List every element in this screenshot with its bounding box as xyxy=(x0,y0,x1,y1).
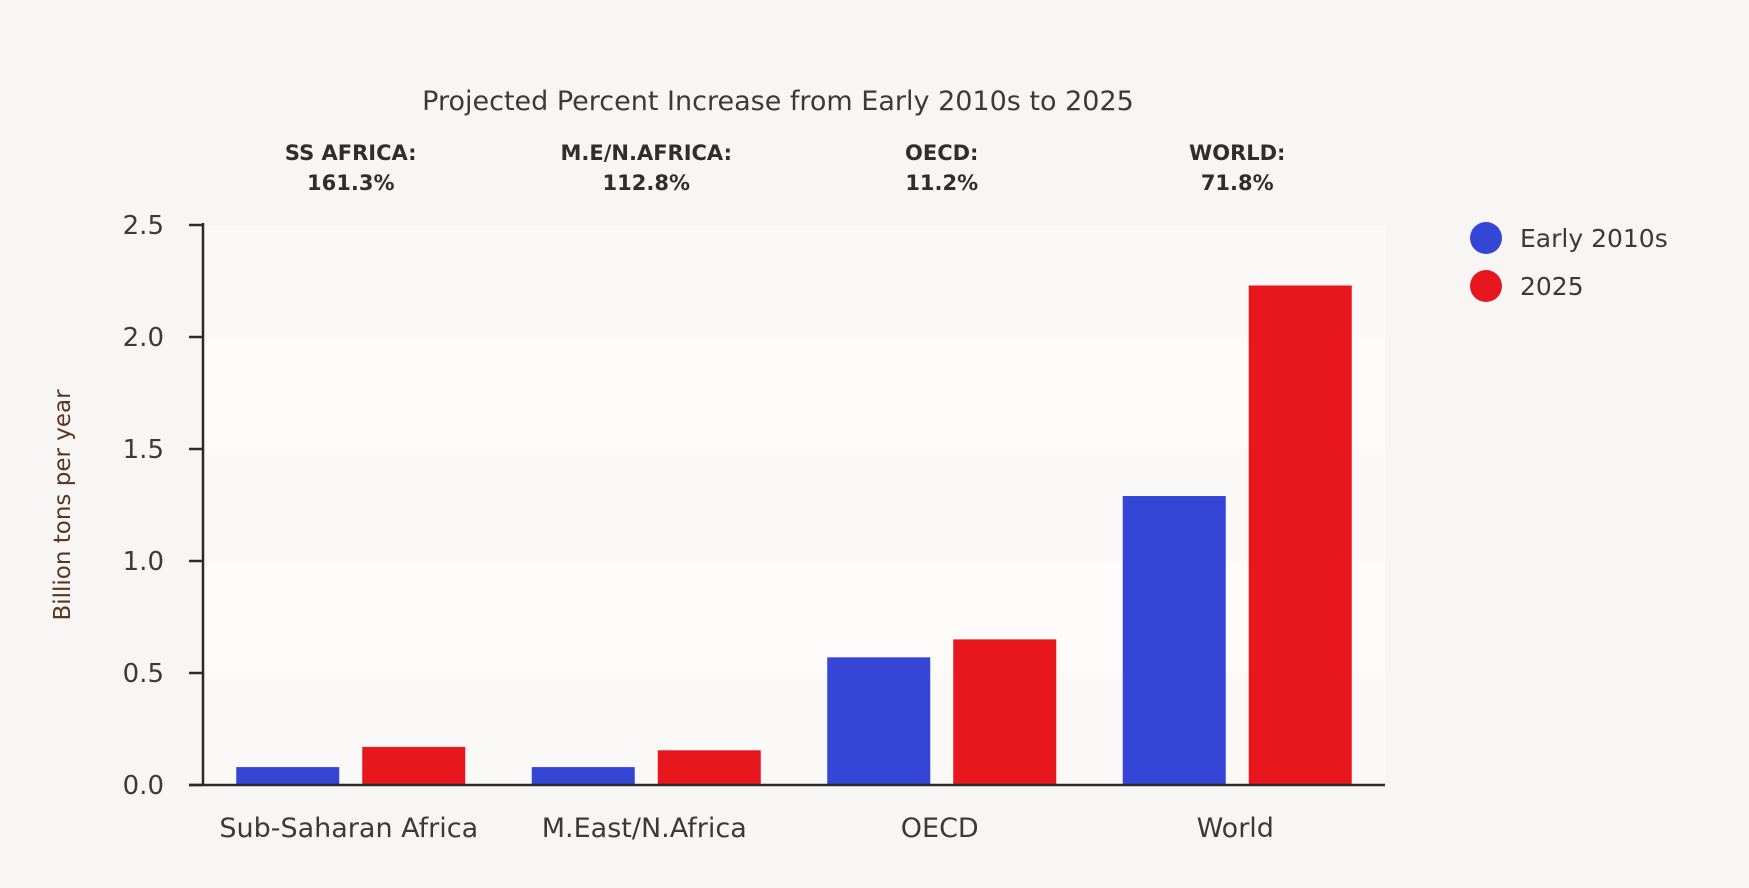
x-category-label: World xyxy=(1197,813,1274,844)
plot-band xyxy=(203,225,1385,337)
x-category-label: M.East/N.Africa xyxy=(542,813,747,844)
bar-early-2010s xyxy=(1122,496,1226,785)
annotation-percent-value: 161.3% xyxy=(307,171,394,195)
y-tick-label: 0.0 xyxy=(123,771,164,801)
y-axis-label: Billion tons per year xyxy=(50,389,76,621)
y-tick-label: 2.0 xyxy=(123,323,164,353)
annotation-percent-value: 11.2% xyxy=(905,171,978,195)
percent-annotations: SS AFRICA: 161.3% M.E/N.AFRICA: 112.8% OECD:… xyxy=(285,141,1286,195)
y-tick-label: 1.5 xyxy=(123,435,164,465)
bar-2025 xyxy=(953,639,1057,785)
legend-label: Early 2010s xyxy=(1520,224,1668,253)
legend: Early 2010s 2025 xyxy=(1470,222,1668,302)
x-category-label: OECD xyxy=(901,813,979,844)
bar-early-2010s xyxy=(531,767,635,785)
annotation-region-label: M.E/N.AFRICA: xyxy=(561,141,732,165)
annotation-percent-value: 112.8% xyxy=(603,171,690,195)
bar-2025 xyxy=(657,750,761,785)
legend-label: 2025 xyxy=(1520,272,1584,301)
y-tick-label: 0.5 xyxy=(123,659,164,689)
bar-2025 xyxy=(362,746,466,785)
bar-2025 xyxy=(1248,285,1352,785)
chart-title: Projected Percent Increase from Early 20… xyxy=(422,86,1134,117)
annotation-region-label: WORLD: xyxy=(1189,141,1285,165)
legend-marker xyxy=(1470,270,1502,302)
annotation-region-label: OECD: xyxy=(905,141,978,165)
plot-area: 0.0 0.5 1.0 1.5 2.0 2.5 Sub-Saharan Africa M.Ea… xyxy=(123,211,1385,844)
annotation-percent-value: 71.8% xyxy=(1201,171,1274,195)
annotation-region-label: SS AFRICA: xyxy=(285,141,417,165)
bar-early-2010s xyxy=(236,767,340,785)
x-category-label: Sub-Saharan Africa xyxy=(219,813,478,844)
y-tick-label: 2.5 xyxy=(123,211,164,241)
bar-early-2010s xyxy=(827,657,931,785)
y-tick-label: 1.0 xyxy=(123,547,164,577)
legend-marker xyxy=(1470,222,1502,254)
